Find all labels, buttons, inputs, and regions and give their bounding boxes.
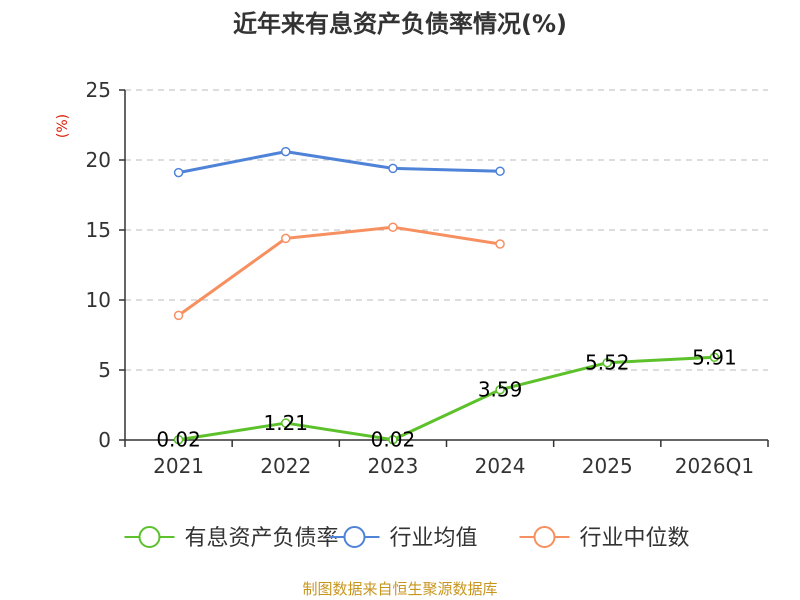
x-tick-label: 2024 [475,454,526,478]
data-point [173,434,184,445]
legend: 有息资产负债率 行业均值 行业中位数 [124,526,690,551]
x-tick-label: 2021 [153,454,204,478]
y-tick-label: 10 [86,288,111,312]
legend-item: 行业均值 [329,526,478,551]
data-label: 3.59 [478,378,523,402]
data-label: 1.21 [263,411,308,435]
data-label: 0.02 [156,428,201,452]
series-line [178,355,715,442]
data-point [173,167,184,178]
x-tick-label: 2022 [260,454,311,478]
y-tick-label: 0 [98,428,111,452]
legend-item: 行业中位数 [519,526,690,551]
legend-swatch-marker [343,526,366,548]
data-label: 5.91 [692,345,737,369]
data-label: 0.02 [371,428,416,452]
y-tick-label: 20 [86,148,111,172]
legend-swatch-marker [533,526,556,548]
y-tick-label: 5 [98,358,111,382]
source-note: 制图数据来自恒生聚源数据库 [302,580,497,598]
series-line [178,150,501,175]
y-axis-unit-label: (%) [55,114,71,138]
data-label-layer: 0.02 1.21 0.02 3.59 5.52 5.91 [156,345,736,451]
x-tick-label: 2026Q1 [675,454,754,478]
data-point [388,434,398,445]
data-point [495,166,505,176]
x-tick-label: 2023 [367,454,418,478]
data-point [173,310,184,321]
chart-title: 近年来有息资产负债率情况(%) [233,10,567,38]
data-label: 5.52 [585,351,630,375]
data-point [709,352,720,363]
legend-swatch-marker [138,526,161,548]
legend-item: 有息资产负债率 [124,526,339,551]
data-point [281,233,291,244]
data-point [495,239,505,249]
x-tick-label: 2025 [582,454,633,478]
data-point [388,163,398,174]
y-tick-label: 25 [86,78,111,102]
legend-label: 有息资产负债率 [185,526,339,551]
y-tick-label: 15 [86,218,111,242]
series-layer [173,146,720,445]
data-point [281,146,291,157]
legend-label: 行业中位数 [580,526,690,551]
data-point [388,222,398,232]
data-point [281,418,291,428]
legend-label: 行业均值 [390,526,478,551]
grid-layer [125,89,768,371]
data-point [602,357,612,368]
series-line [177,225,501,317]
data-point [495,384,505,395]
